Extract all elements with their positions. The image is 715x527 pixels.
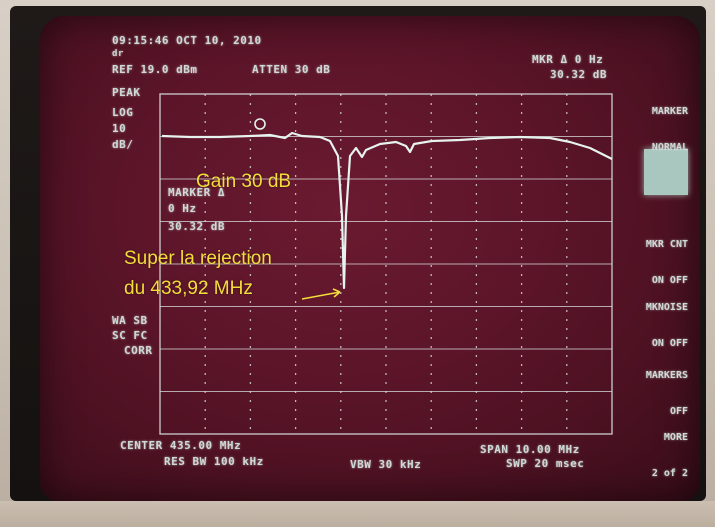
aux-label-2: SC FC <box>112 329 148 342</box>
softkey-line: ON OFF <box>651 275 688 286</box>
analyzer-screen: 09:15:46 OCT 10, 2010 dr REF 19.0 dBm AT… <box>40 16 700 501</box>
ref-level: REF 19.0 dBm <box>112 63 198 76</box>
span: SPAN 10.00 MHz <box>480 443 580 456</box>
aux-label-1: WA SB <box>112 314 148 327</box>
softkey-line: MKR CNT <box>645 239 688 250</box>
softkey-marker-normal[interactable]: MARKER NORMAL <box>614 82 688 178</box>
gain-annotation: Gain 30 dB <box>196 171 292 192</box>
sweep-time: SWP 20 msec <box>506 457 585 470</box>
video-bandwidth: VBW 30 kHz <box>350 458 422 471</box>
reference-marker <box>254 118 266 130</box>
marker-delta-value: 30.32 dB <box>550 68 607 81</box>
softkey-mkr-cnt[interactable]: MKR CNT ON OFF <box>614 215 688 311</box>
timestamp: 09:15:46 OCT 10, 2010 <box>112 34 262 47</box>
softkey-line: MARKER <box>651 106 688 117</box>
spectrum-display <box>159 93 613 435</box>
softkey-line: MARKERS <box>645 370 688 381</box>
softkey-markers-off[interactable]: MARKERS OFF <box>614 346 688 442</box>
detector-mode: PEAK <box>112 86 141 99</box>
softkey-line: OFF <box>669 406 688 417</box>
softkey-more[interactable]: MORE 2 of 2 <box>614 408 688 501</box>
resolution-bandwidth: RES BW 100 kHz <box>164 455 264 468</box>
marker-box-value: 30.32 dB <box>168 220 225 233</box>
marker-delta-readout: MKR Δ 0 Hz <box>532 53 604 66</box>
marker-box-freq: 0 Hz <box>168 202 197 215</box>
ref-prefix: dr <box>112 49 124 59</box>
softkey-line: 2 of 2 <box>651 468 688 479</box>
graticule <box>159 93 613 435</box>
monitor-base <box>0 501 715 527</box>
aux-label-3: CORR <box>124 344 153 357</box>
softkey-line: MORE <box>663 432 688 443</box>
scale-value: 10 <box>112 122 127 135</box>
center-frequency: CENTER 435.00 MHz <box>120 439 242 452</box>
softkey-mknoise[interactable]: MKNOISE ON OFF <box>614 278 688 374</box>
rejection-annotation-line2: du 433,92 MHz <box>124 278 253 299</box>
softkey-line: NORMAL <box>651 142 688 153</box>
scale-type: LOG <box>112 106 134 119</box>
softkey-line: MKNOISE <box>645 302 688 313</box>
softkey-highlight <box>644 149 688 195</box>
softkey-line: ON OFF <box>651 338 688 349</box>
attenuation: ATTEN 30 dB <box>252 63 331 76</box>
marker-box-title: MARKER Δ <box>168 186 225 199</box>
spectrum-trace <box>161 131 613 290</box>
rejection-annotation-line1: Super la rejection <box>124 248 272 269</box>
scale-unit: dB/ <box>112 138 134 151</box>
annotation-arrow <box>301 288 341 300</box>
